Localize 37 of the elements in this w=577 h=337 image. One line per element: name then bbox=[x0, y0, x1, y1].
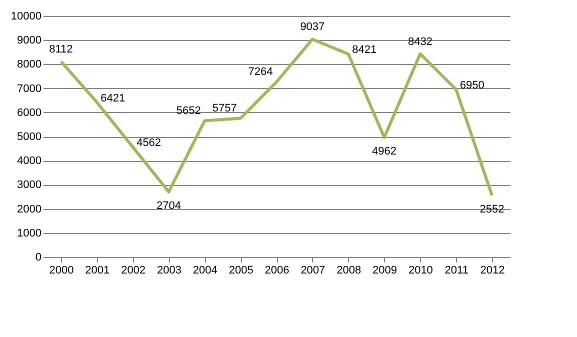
x-tick-label: 2001 bbox=[85, 264, 110, 276]
y-tick-label: 6000 bbox=[17, 106, 42, 119]
y-tick-label: 4000 bbox=[17, 155, 42, 168]
y-tick-label: 5000 bbox=[17, 131, 42, 143]
x-tick-label: 2009 bbox=[372, 264, 398, 276]
data-label: 9037 bbox=[300, 21, 325, 34]
x-tick-label: 2004 bbox=[192, 264, 218, 276]
data-label: 2704 bbox=[156, 200, 181, 212]
data-label: 8421 bbox=[352, 44, 377, 56]
data-label: 8432 bbox=[408, 36, 432, 48]
x-tick-label: 2005 bbox=[228, 264, 254, 276]
x-tick-label: 2003 bbox=[156, 264, 182, 276]
y-tick-label: 1000 bbox=[17, 227, 42, 240]
data-label: 5757 bbox=[212, 102, 237, 114]
x-tick-label: 2008 bbox=[336, 264, 362, 276]
y-tick-label: 9000 bbox=[17, 34, 42, 47]
y-tick-label: 2000 bbox=[17, 203, 42, 216]
x-tick-label: 2007 bbox=[300, 264, 326, 276]
data-label: 8112 bbox=[49, 44, 73, 56]
x-tick-label: 2006 bbox=[264, 264, 290, 276]
y-tick-label: 7000 bbox=[17, 82, 42, 95]
data-label: 7264 bbox=[248, 66, 273, 78]
data-label: 6950 bbox=[460, 80, 484, 92]
x-tick-label: 2002 bbox=[121, 264, 146, 276]
data-label: 2552 bbox=[480, 203, 504, 216]
x-tick-label: 2010 bbox=[408, 264, 433, 276]
data-label: 4562 bbox=[136, 137, 162, 150]
y-tick-label: 10000 bbox=[10, 10, 42, 22]
data-label: 6421 bbox=[100, 92, 126, 104]
y-tick-label: 3000 bbox=[17, 179, 42, 192]
x-tick-label: 2011 bbox=[444, 264, 468, 276]
y-tick-label: 0 bbox=[35, 252, 42, 264]
data-label: 5652 bbox=[176, 104, 201, 117]
data-label: 4962 bbox=[372, 145, 397, 158]
x-tick-label: 2012 bbox=[480, 264, 505, 276]
x-tick-label: 2000 bbox=[49, 264, 74, 276]
y-tick-label: 8000 bbox=[17, 58, 42, 71]
